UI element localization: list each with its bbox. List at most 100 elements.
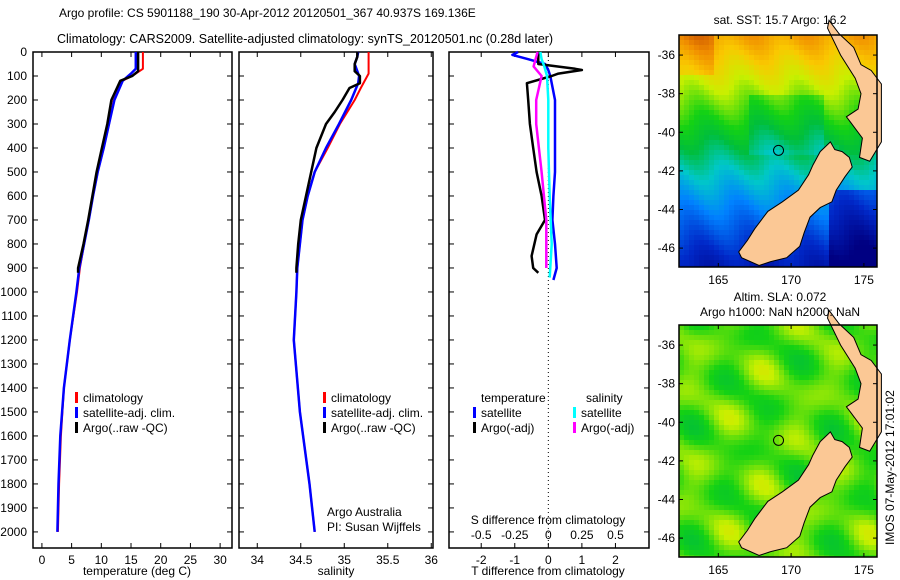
map-cell	[814, 110, 819, 115]
map-cell	[809, 95, 814, 100]
map-cell	[824, 70, 829, 75]
map-cell	[684, 425, 689, 430]
map-cell	[794, 375, 799, 380]
map-cell	[764, 460, 769, 465]
map-cell	[754, 375, 759, 380]
map-cell	[679, 410, 684, 415]
map-cell	[824, 335, 829, 340]
map-cell	[724, 235, 729, 240]
map-cell	[864, 240, 869, 245]
map-cell	[799, 70, 804, 75]
map-cell	[824, 535, 829, 540]
map-cell	[744, 385, 749, 390]
map-cell	[744, 480, 749, 485]
map-cell	[854, 155, 859, 160]
map-cell	[779, 410, 784, 415]
map-cell	[714, 215, 719, 220]
map-cell	[679, 235, 684, 240]
map-cell	[769, 555, 774, 557]
map-cell	[824, 365, 829, 370]
depth-tick-label: 1000	[0, 285, 27, 299]
map-cell	[794, 555, 799, 557]
map-cell	[799, 340, 804, 345]
map-cell	[684, 555, 689, 557]
map-cell	[719, 540, 724, 545]
map-cell	[684, 175, 689, 180]
map-cell	[814, 430, 819, 435]
tdiff-legend-swatch	[473, 407, 476, 418]
map-cell	[774, 345, 779, 350]
map-cell	[809, 105, 814, 110]
map-cell	[724, 55, 729, 60]
map-cell	[799, 260, 804, 265]
map-cell	[689, 540, 694, 545]
map-cell	[724, 50, 729, 55]
map-cell	[784, 50, 789, 55]
map-cell	[689, 445, 694, 450]
map-cell	[714, 180, 719, 185]
map-cell	[754, 80, 759, 85]
map-cell	[739, 160, 744, 165]
map-cell	[869, 330, 874, 335]
map-cell	[804, 525, 809, 530]
map-cell	[689, 195, 694, 200]
map-cell	[844, 525, 849, 530]
map-cell	[689, 345, 694, 350]
map-cell	[774, 200, 779, 205]
depth-tick-label: 1700	[0, 453, 27, 467]
map-cell	[799, 105, 804, 110]
map-cell	[699, 540, 704, 545]
map-cell	[759, 85, 764, 90]
map-cell	[859, 235, 864, 240]
map-cell	[739, 550, 744, 555]
map-cell	[679, 135, 684, 140]
map-cell	[689, 440, 694, 445]
map-cell	[739, 400, 744, 405]
map-cell	[829, 230, 834, 235]
map-cell	[769, 440, 774, 445]
map-cell	[794, 70, 799, 75]
map-cell	[854, 185, 859, 190]
map-cell	[724, 65, 729, 70]
map-cell	[724, 515, 729, 520]
map-cell	[844, 250, 849, 255]
map-cell	[764, 180, 769, 185]
map-cell	[699, 205, 704, 210]
map-cell	[709, 475, 714, 480]
map-cell	[734, 355, 739, 360]
map-cell	[854, 195, 859, 200]
map-cell	[729, 75, 734, 80]
sdiff-legend-swatch	[573, 407, 576, 418]
map-cell	[709, 540, 714, 545]
map-cell	[714, 470, 719, 475]
map-cell	[854, 190, 859, 195]
map-cell	[724, 85, 729, 90]
map-cell	[789, 260, 794, 265]
map-cell	[724, 425, 729, 430]
map-cell	[794, 455, 799, 460]
map-cell	[724, 95, 729, 100]
map-cell	[759, 365, 764, 370]
map-cell	[704, 405, 709, 410]
map-cell	[809, 125, 814, 130]
map-cell	[864, 50, 869, 55]
map-cell	[704, 495, 709, 500]
map-cell	[779, 140, 784, 145]
map-cell	[714, 430, 719, 435]
map-cell	[689, 470, 694, 475]
map-cell	[814, 375, 819, 380]
map-cell	[754, 470, 759, 475]
map-cell	[719, 520, 724, 525]
map-cell	[774, 180, 779, 185]
map-cell	[714, 505, 719, 510]
map-cell	[704, 485, 709, 490]
map-cell	[759, 445, 764, 450]
map-cell	[809, 160, 814, 165]
map-cell	[759, 190, 764, 195]
map-cell	[789, 120, 794, 125]
map-cell	[729, 185, 734, 190]
map-cell	[694, 430, 699, 435]
map-cell	[829, 100, 834, 105]
map-cell	[729, 525, 734, 530]
map-cell	[784, 260, 789, 265]
